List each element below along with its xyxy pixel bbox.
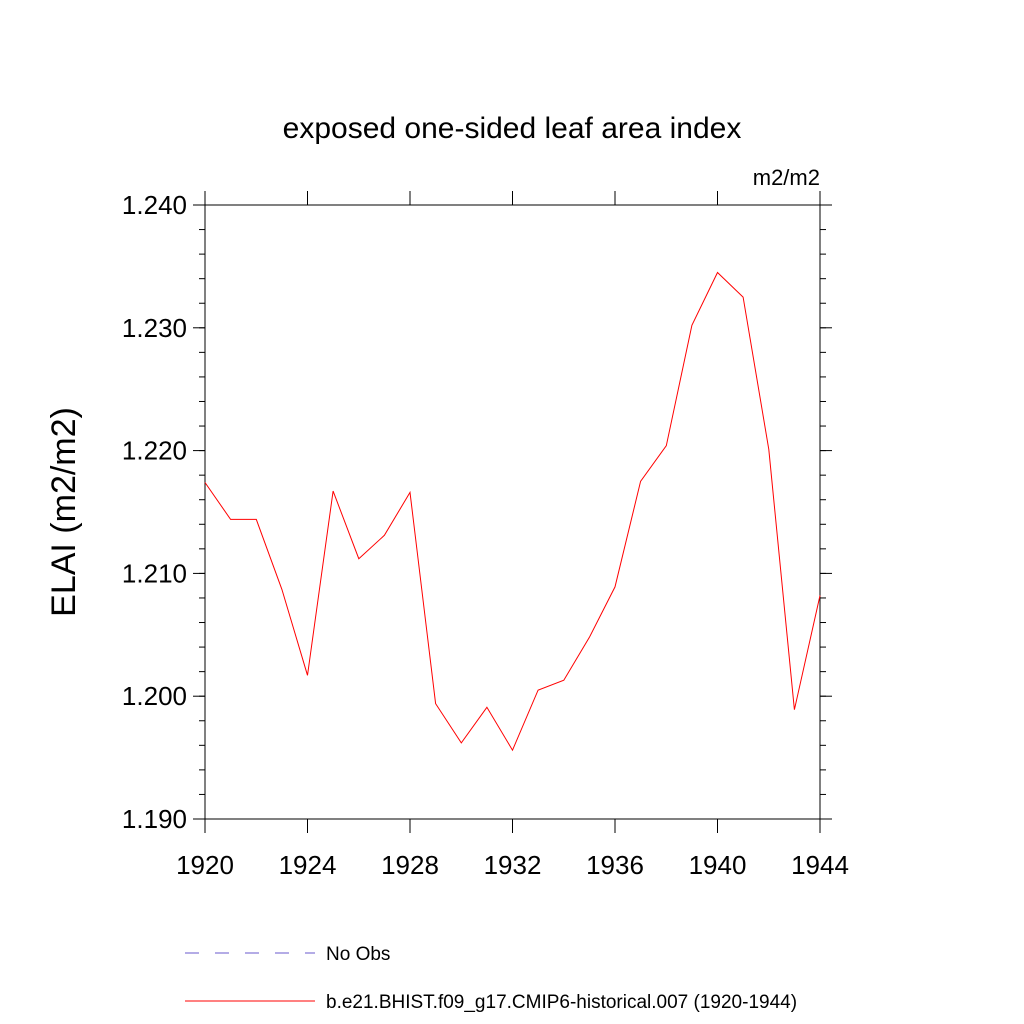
axis-ticks bbox=[193, 191, 832, 833]
legend-label: No Obs bbox=[326, 944, 390, 965]
x-tick-label: 1920 bbox=[176, 850, 234, 880]
x-tick-label: 1928 bbox=[381, 850, 439, 880]
y-tick-label: 1.230 bbox=[122, 313, 187, 343]
tick-labels: 1.190 1.200 1.210 1.220 1.230 1.240 1920 1924 19… bbox=[122, 190, 849, 880]
units-label: m2/m2 bbox=[753, 165, 820, 190]
x-tick-label: 1944 bbox=[791, 850, 849, 880]
x-tick-label: 1940 bbox=[689, 850, 747, 880]
legend: No Obs b.e21.BHIST.f09_g17.CMIP6-historic… bbox=[185, 944, 797, 1013]
x-tick-label: 1932 bbox=[484, 850, 542, 880]
y-tick-label: 1.240 bbox=[122, 190, 187, 220]
legend-label: b.e21.BHIST.f09_g17.CMIP6-historical.007… bbox=[326, 992, 797, 1013]
y-tick-label: 1.210 bbox=[122, 558, 187, 588]
plot-frame bbox=[204, 204, 821, 820]
y-axis-label: ELAI (m2/m2) bbox=[45, 407, 83, 617]
series-line bbox=[204, 271, 821, 752]
series-lines bbox=[204, 271, 821, 752]
x-tick-label: 1924 bbox=[279, 850, 337, 880]
chart-title: exposed one-sided leaf area index bbox=[283, 112, 742, 145]
x-tick-label: 1936 bbox=[586, 850, 644, 880]
y-tick-label: 1.220 bbox=[122, 436, 187, 466]
y-tick-label: 1.200 bbox=[122, 681, 187, 711]
y-tick-label: 1.190 bbox=[122, 804, 187, 834]
